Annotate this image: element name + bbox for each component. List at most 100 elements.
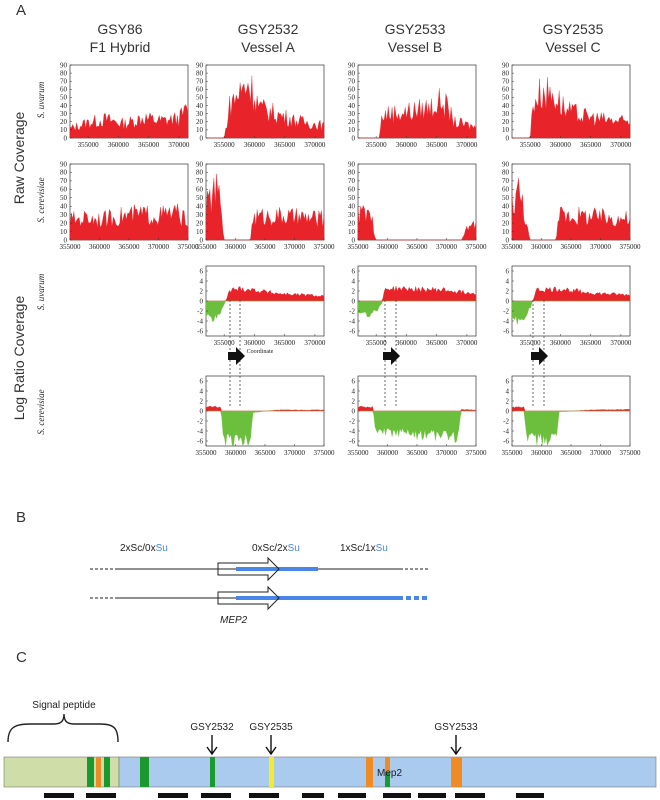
domain-orange	[385, 757, 390, 772]
chart-log-cerevisiae-GSY2532: 6 4 2 0 -2 -4 -6 355000 360000 365000 370000 375000	[196, 375, 336, 457]
x-tick-label: 360000	[89, 243, 111, 251]
x-tick-label: 355000	[502, 449, 524, 457]
y-tick-label: 30	[348, 110, 356, 118]
y-tick-label: 90	[196, 61, 204, 69]
y-tick-label: 70	[196, 177, 204, 185]
y-tick-label: 60	[502, 186, 510, 194]
domain-orange	[96, 757, 101, 787]
x-tick-label: 355000	[366, 141, 388, 149]
y-tick-label: 60	[348, 86, 356, 94]
y-tick-label: -2	[349, 417, 355, 425]
x-tick-label: 360000	[244, 339, 266, 347]
y-tick-label: 10	[348, 126, 356, 134]
y-tick-label: -4	[197, 317, 203, 325]
x-tick-label: 360000	[531, 449, 553, 457]
x-tick-label: 360000	[108, 141, 130, 149]
y-tick-label: 80	[348, 69, 356, 77]
x-tick-label: 375000	[178, 243, 200, 251]
series-positive	[358, 285, 477, 302]
y-tick-label: 40	[196, 203, 204, 211]
y-tick-label: 0	[200, 407, 204, 415]
protein-label: Mep2	[377, 768, 402, 779]
series-area	[357, 204, 477, 241]
arrow-icon	[531, 347, 548, 365]
y-tick-label: -6	[349, 327, 355, 335]
y-tick-label: 0	[506, 407, 510, 415]
panel-label-a: A	[16, 2, 26, 19]
chart-log-cerevisiae-GSY2533: 6 4 2 0 -2 -4 -6 355000 360000 365000 370000 375000	[348, 375, 488, 457]
y-tick-label: 30	[60, 110, 68, 118]
y-tick-label: 90	[502, 61, 510, 69]
y-tick-label: -6	[503, 437, 509, 445]
panel-c: Signal peptide Mep2 GSY2532 GSY2535 GSY2…	[3, 700, 657, 798]
x-tick-label: 365000	[274, 141, 296, 149]
x-tick-label: 375000	[314, 243, 336, 251]
y-tick-label: 70	[60, 78, 68, 86]
y-tick-label: 6	[352, 377, 356, 385]
mutation-label: GSY2533	[434, 722, 478, 733]
x-tick-label: 370000	[304, 339, 326, 347]
y-tick-label: 0	[352, 134, 356, 142]
y-tick-label: 20	[60, 219, 68, 227]
y-tick-label: 50	[60, 94, 68, 102]
y-tick-label: 50	[348, 94, 356, 102]
y-tick-label: 0	[352, 407, 356, 415]
y-tick-label: 10	[196, 126, 204, 134]
gene-arrow-icon	[217, 556, 280, 582]
y-tick-label: 60	[502, 86, 510, 94]
x-tick-label: 360000	[550, 339, 572, 347]
series-positive	[206, 286, 325, 302]
y-tick-label: -4	[503, 317, 509, 325]
domain-green	[140, 757, 149, 787]
transmembrane-segments	[44, 793, 544, 798]
x-tick-label: 365000	[561, 243, 583, 251]
series-area	[206, 75, 325, 139]
y-tick-label: 50	[196, 94, 204, 102]
series-positive	[357, 405, 477, 412]
panel-b-label-right: 1xSc/1x	[340, 543, 376, 554]
x-tick-label: 370000	[610, 141, 632, 149]
x-tick-label: 360000	[225, 449, 247, 457]
y-tick-label: 40	[196, 102, 204, 110]
tm-segment	[302, 793, 324, 798]
domain-green	[104, 757, 110, 787]
signal-peptide-label: Signal peptide	[32, 700, 96, 711]
y-tick-label: 60	[60, 186, 68, 194]
y-tick-label: 30	[196, 110, 204, 118]
y-tick-label: 50	[348, 194, 356, 202]
series-area	[358, 88, 477, 139]
domain-orange	[366, 757, 373, 787]
x-tick-label: 370000	[168, 141, 190, 149]
y-tick-label: 30	[60, 211, 68, 219]
y-tick-label: 20	[348, 219, 356, 227]
col2-title-1: GSY2532	[238, 21, 299, 37]
x-tick-label: 360000	[550, 141, 572, 149]
y-tick-label: 10	[60, 126, 68, 134]
x-tick-label: 375000	[314, 449, 336, 457]
col3-title-2: Vessel B	[388, 39, 442, 55]
y-tick-label: 10	[348, 228, 356, 236]
y-tick-label: 6	[506, 377, 510, 385]
domain-green	[87, 757, 94, 787]
y-tick-label: 4	[200, 387, 204, 395]
y-tick-label: -4	[349, 317, 355, 325]
x-tick-label: 370000	[148, 243, 170, 251]
mutation-arrow-icon	[450, 735, 462, 756]
x-tick-label: 360000	[396, 339, 418, 347]
chart-log-uvarum-GSY2532: 6 4 2 0 -2 -4 -6 355000 360000 365000 370000	[197, 265, 326, 347]
x-tick-label: 365000	[561, 449, 583, 457]
y-tick-label: -4	[197, 427, 203, 435]
y-tick-label: 80	[348, 169, 356, 177]
y-tick-label: 6	[352, 267, 356, 275]
y-tick-label: 30	[196, 211, 204, 219]
series-area	[512, 76, 631, 139]
x-tick-label: 375000	[466, 449, 488, 457]
y-tick-label: 70	[502, 177, 510, 185]
x-tick-label: 360000	[377, 243, 399, 251]
y-tick-label: -4	[503, 427, 509, 435]
y-tick-label: -6	[197, 327, 203, 335]
